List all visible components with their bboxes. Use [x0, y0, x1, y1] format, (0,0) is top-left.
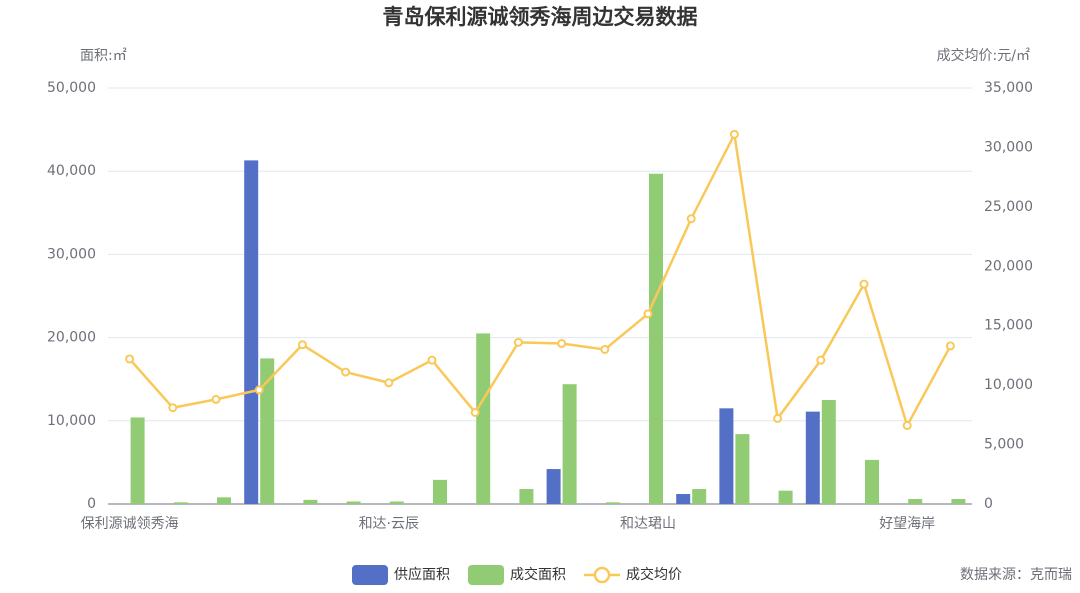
- bar: [778, 490, 793, 504]
- y-tick-label: 30,000: [47, 246, 96, 262]
- legend-swatch: [352, 565, 388, 585]
- bar: [346, 501, 361, 504]
- legend-label: 成交面积: [510, 566, 566, 583]
- line-point: [729, 129, 739, 139]
- bar: [433, 479, 447, 504]
- bar: [130, 417, 145, 504]
- y-tick-label: 50,000: [47, 80, 96, 96]
- line-point: [773, 413, 783, 423]
- bar: [692, 489, 707, 504]
- x-tick-label: 保利源诚领秀海: [81, 516, 179, 532]
- bar: [951, 499, 966, 504]
- y2-tick-label: 15,000: [984, 318, 1033, 334]
- y2-tick-label: 20,000: [984, 258, 1033, 274]
- bar: [260, 358, 275, 504]
- bar: [719, 408, 734, 504]
- bar: [649, 173, 663, 505]
- line-point: [168, 403, 178, 413]
- bar: [519, 489, 534, 504]
- line-point: [384, 378, 394, 388]
- legend-swatch: [593, 566, 611, 584]
- line-point: [211, 394, 221, 404]
- line: [128, 130, 952, 429]
- y-tick-label: 20,000: [47, 330, 96, 346]
- line-point: [125, 354, 135, 364]
- bar: [217, 497, 231, 504]
- chart-title: 青岛保利源诚领秀海周边交易数据: [383, 5, 698, 29]
- line-point: [557, 339, 567, 349]
- bar: [303, 499, 318, 504]
- line-point: [600, 344, 610, 354]
- bar: [173, 502, 188, 504]
- y-tick-label: 40,000: [47, 163, 96, 179]
- x-tick-label: 好望海岸: [879, 516, 935, 532]
- line-point: [341, 367, 351, 377]
- line-point: [686, 214, 696, 224]
- y2-tick-label: 5,000: [984, 437, 1024, 453]
- legend-swatch: [468, 565, 504, 585]
- y2-tick-label: 10,000: [984, 377, 1033, 393]
- y2-tick-label: 25,000: [984, 199, 1033, 215]
- bar: [821, 400, 836, 504]
- bar: [605, 502, 620, 504]
- line-point: [816, 355, 826, 365]
- line-point: [859, 279, 869, 289]
- y-tick-label: 0: [87, 496, 96, 512]
- y2-tick-label: 30,000: [984, 139, 1033, 155]
- bar: [735, 434, 750, 504]
- y2-axis-title: 成交均价:元/㎡: [937, 47, 1030, 64]
- y2-tick-label: 0: [984, 496, 993, 512]
- y-axis-title: 面积:㎡: [80, 48, 127, 64]
- line-point: [254, 385, 264, 395]
- bar: [244, 160, 259, 504]
- line-point: [470, 407, 480, 417]
- legend-label: 成交均价: [626, 566, 682, 583]
- line-point: [643, 309, 653, 319]
- line-point: [513, 337, 523, 347]
- legend-label: 供应面积: [394, 566, 450, 583]
- line-point: [297, 340, 307, 350]
- line-point: [427, 355, 437, 365]
- x-tick-label: 和达·云辰: [359, 516, 419, 532]
- source-note: 数据来源：克而瑞: [960, 567, 1072, 583]
- y-tick-label: 10,000: [47, 413, 96, 429]
- bar: [908, 499, 923, 504]
- line-point: [902, 421, 912, 431]
- bar: [476, 333, 491, 504]
- bar: [546, 469, 561, 504]
- y2-tick-label: 35,000: [984, 80, 1033, 96]
- bar: [865, 459, 879, 504]
- x-tick-label: 和达珺山: [620, 516, 676, 532]
- bar: [562, 384, 577, 504]
- bar: [805, 411, 820, 504]
- line-point: [945, 341, 955, 351]
- bar: [676, 494, 691, 504]
- bar: [389, 501, 404, 504]
